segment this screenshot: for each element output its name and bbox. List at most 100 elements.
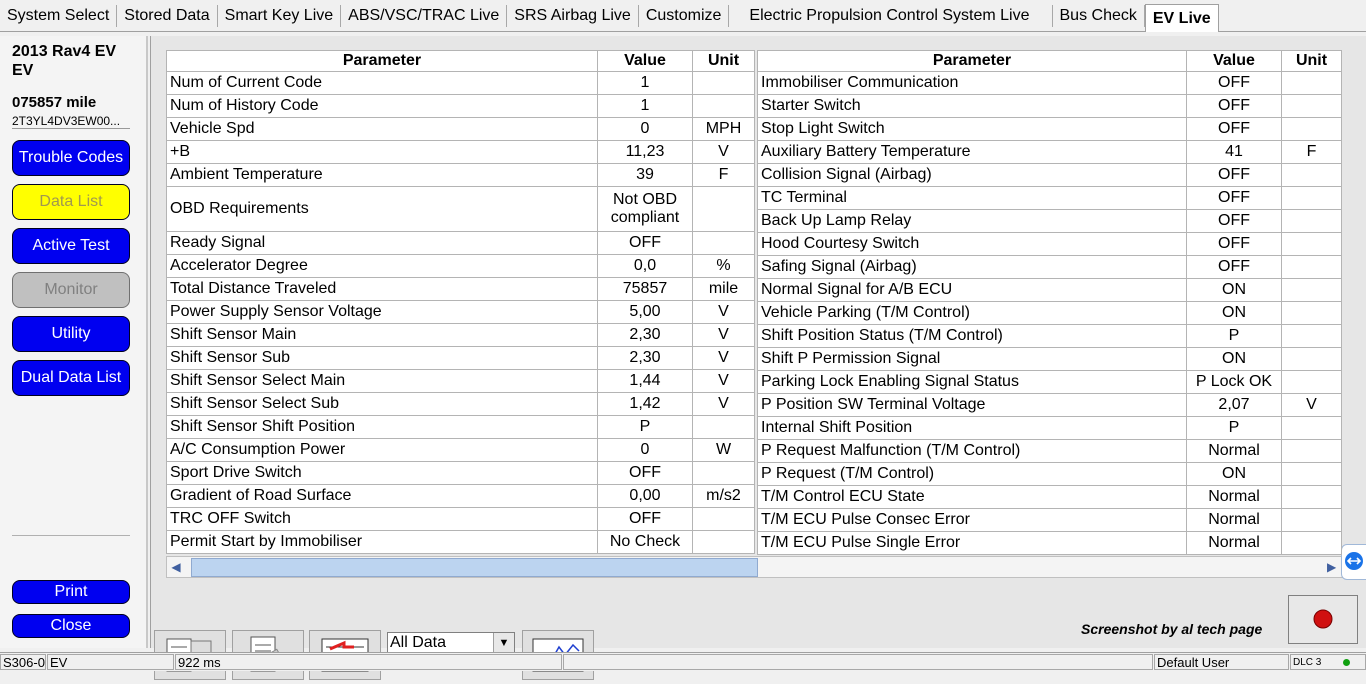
data-table: Parameter Value Unit Immobiliser Communicat… xyxy=(757,50,1342,555)
data-row: Shift Sensor Select Sub 1,42 V xyxy=(166,392,755,416)
unit-cell: F xyxy=(1281,140,1342,164)
print-button[interactable]: Print xyxy=(12,580,130,604)
unit-cell xyxy=(692,186,755,232)
data-row: Collision Signal (Airbag) OFF xyxy=(757,163,1342,187)
value-cell: 41 xyxy=(1186,140,1282,164)
value-cell: 11,23 xyxy=(597,140,693,164)
value-cell: 39 xyxy=(597,163,693,187)
parameter-cell: Gradient of Road Surface xyxy=(166,484,598,508)
value-cell: ON xyxy=(1186,301,1282,325)
value-cell: ON xyxy=(1186,462,1282,486)
unit-cell: V xyxy=(692,346,755,370)
data-row: Safing Signal (Airbag) OFF xyxy=(757,255,1342,279)
parameter-cell: Shift Sensor Main xyxy=(166,323,598,347)
unit-cell xyxy=(1281,324,1342,348)
tab[interactable]: System Select xyxy=(0,4,118,27)
tab[interactable]: Customize xyxy=(639,4,730,27)
parameter-cell: TRC OFF Switch xyxy=(166,507,598,531)
value-cell: 0,0 xyxy=(597,254,693,278)
unit-cell xyxy=(1281,462,1342,486)
horizontal-scrollbar[interactable]: ◀ ▶ xyxy=(166,556,1343,578)
scroll-thumb[interactable] xyxy=(191,558,758,577)
sidebar-button[interactable]: Active Test xyxy=(12,228,130,264)
column-header[interactable]: Parameter xyxy=(166,50,598,72)
column-header[interactable]: Unit xyxy=(692,50,755,72)
unit-cell xyxy=(692,94,755,118)
data-row: Shift Sensor Shift Position P xyxy=(166,415,755,439)
value-cell: OFF xyxy=(597,507,693,531)
vehicle-model: EV xyxy=(12,62,34,79)
column-header[interactable]: Unit xyxy=(1281,50,1342,72)
tab[interactable]: Electric Propulsion Control System Live xyxy=(729,4,1053,27)
value-cell: OFF xyxy=(1186,117,1282,141)
unit-cell: V xyxy=(692,369,755,393)
value-cell: OFF xyxy=(1186,255,1282,279)
sidebar-button[interactable]: Utility xyxy=(12,316,130,352)
data-row: T/M Control ECU State Normal xyxy=(757,485,1342,509)
status-mode: EV xyxy=(47,654,174,670)
column-header[interactable]: Parameter xyxy=(757,50,1187,72)
remote-icon[interactable] xyxy=(1341,544,1366,580)
data-row: Shift Sensor Select Main 1,44 V xyxy=(166,369,755,393)
unit-cell xyxy=(1281,301,1342,325)
data-row: Shift Sensor Main 2,30 V xyxy=(166,323,755,347)
parameter-cell: Ambient Temperature xyxy=(166,163,598,187)
tab[interactable]: Bus Check xyxy=(1053,4,1145,27)
tab[interactable]: Smart Key Live xyxy=(218,4,342,27)
data-row: Stop Light Switch OFF xyxy=(757,117,1342,141)
parameter-cell: Stop Light Switch xyxy=(757,117,1187,141)
value-cell: OFF xyxy=(597,231,693,255)
value-cell: 75857 xyxy=(597,277,693,301)
value-cell: P xyxy=(1186,416,1282,440)
parameter-cell: Auxiliary Battery Temperature xyxy=(757,140,1187,164)
scroll-right[interactable]: ▶ xyxy=(1327,560,1337,574)
value-cell: 5,00 xyxy=(597,300,693,324)
scroll-left[interactable]: ◀ xyxy=(171,560,181,574)
connection-light xyxy=(1343,659,1350,666)
value-cell: 1 xyxy=(597,94,693,118)
parameter-cell: Internal Shift Position xyxy=(757,416,1187,440)
data-row: T/M ECU Pulse Consec Error Normal xyxy=(757,508,1342,532)
page: System Select Stored Data Smart Key Live AB… xyxy=(0,3,1366,680)
value-cell: Not OBD compliant xyxy=(597,186,693,232)
status-blank xyxy=(563,654,1153,670)
unit-cell: MPH xyxy=(692,117,755,141)
tab[interactable]: Stored Data xyxy=(117,4,218,27)
sidebar-button[interactable]: Dual Data List xyxy=(12,360,130,396)
data-row: Accelerator Degree 0,0% xyxy=(166,254,755,278)
value-cell: 1 xyxy=(597,71,693,95)
unit-cell xyxy=(692,415,755,439)
value-cell: Normal xyxy=(1186,508,1282,532)
data-table: Parameter Value Unit Num of Current Code 1 Nu… xyxy=(166,50,755,554)
sidebar-button[interactable]: Data List xyxy=(12,184,130,220)
data-row: TRC OFF Switch OFF xyxy=(166,507,755,531)
unit-cell: V xyxy=(692,140,755,164)
column-header[interactable]: Value xyxy=(597,50,693,72)
value-cell: OFF xyxy=(1186,186,1282,210)
tab[interactable]: ABS/VSC/TRAC Live xyxy=(341,4,508,27)
sidebar-button[interactable]: Trouble Codes xyxy=(12,140,130,176)
parameter-cell: Shift Sensor Select Sub xyxy=(166,392,598,416)
unit-cell: V xyxy=(692,300,755,324)
record-button[interactable] xyxy=(1288,595,1358,644)
value-cell: 0 xyxy=(597,117,693,141)
close-button[interactable]: Close xyxy=(12,614,130,638)
data-row: T/M ECU Pulse Single Error Normal xyxy=(757,531,1342,555)
column-header[interactable]: Value xyxy=(1186,50,1282,72)
value-cell: Normal xyxy=(1186,485,1282,509)
parameter-cell: Shift Sensor Shift Position xyxy=(166,415,598,439)
dropdown-arrow[interactable]: ▼ xyxy=(493,633,514,653)
unit-cell: mile xyxy=(692,277,755,301)
filter-dropdown[interactable]: All Data ▼ xyxy=(387,632,515,654)
tab[interactable]: EV Live xyxy=(1144,3,1219,32)
value-cell: P xyxy=(597,415,693,439)
value-cell: 1,42 xyxy=(597,392,693,416)
unit-cell: % xyxy=(692,254,755,278)
unit-cell xyxy=(1281,71,1342,95)
parameter-cell: Total Distance Traveled xyxy=(166,277,598,301)
unit-cell xyxy=(1281,255,1342,279)
status-code: S306-0 xyxy=(0,654,46,670)
data-row: Starter Switch OFF xyxy=(757,94,1342,118)
data-row: Parking Lock Enabling Signal Status P Loc… xyxy=(757,370,1342,394)
tab[interactable]: SRS Airbag Live xyxy=(507,4,639,27)
